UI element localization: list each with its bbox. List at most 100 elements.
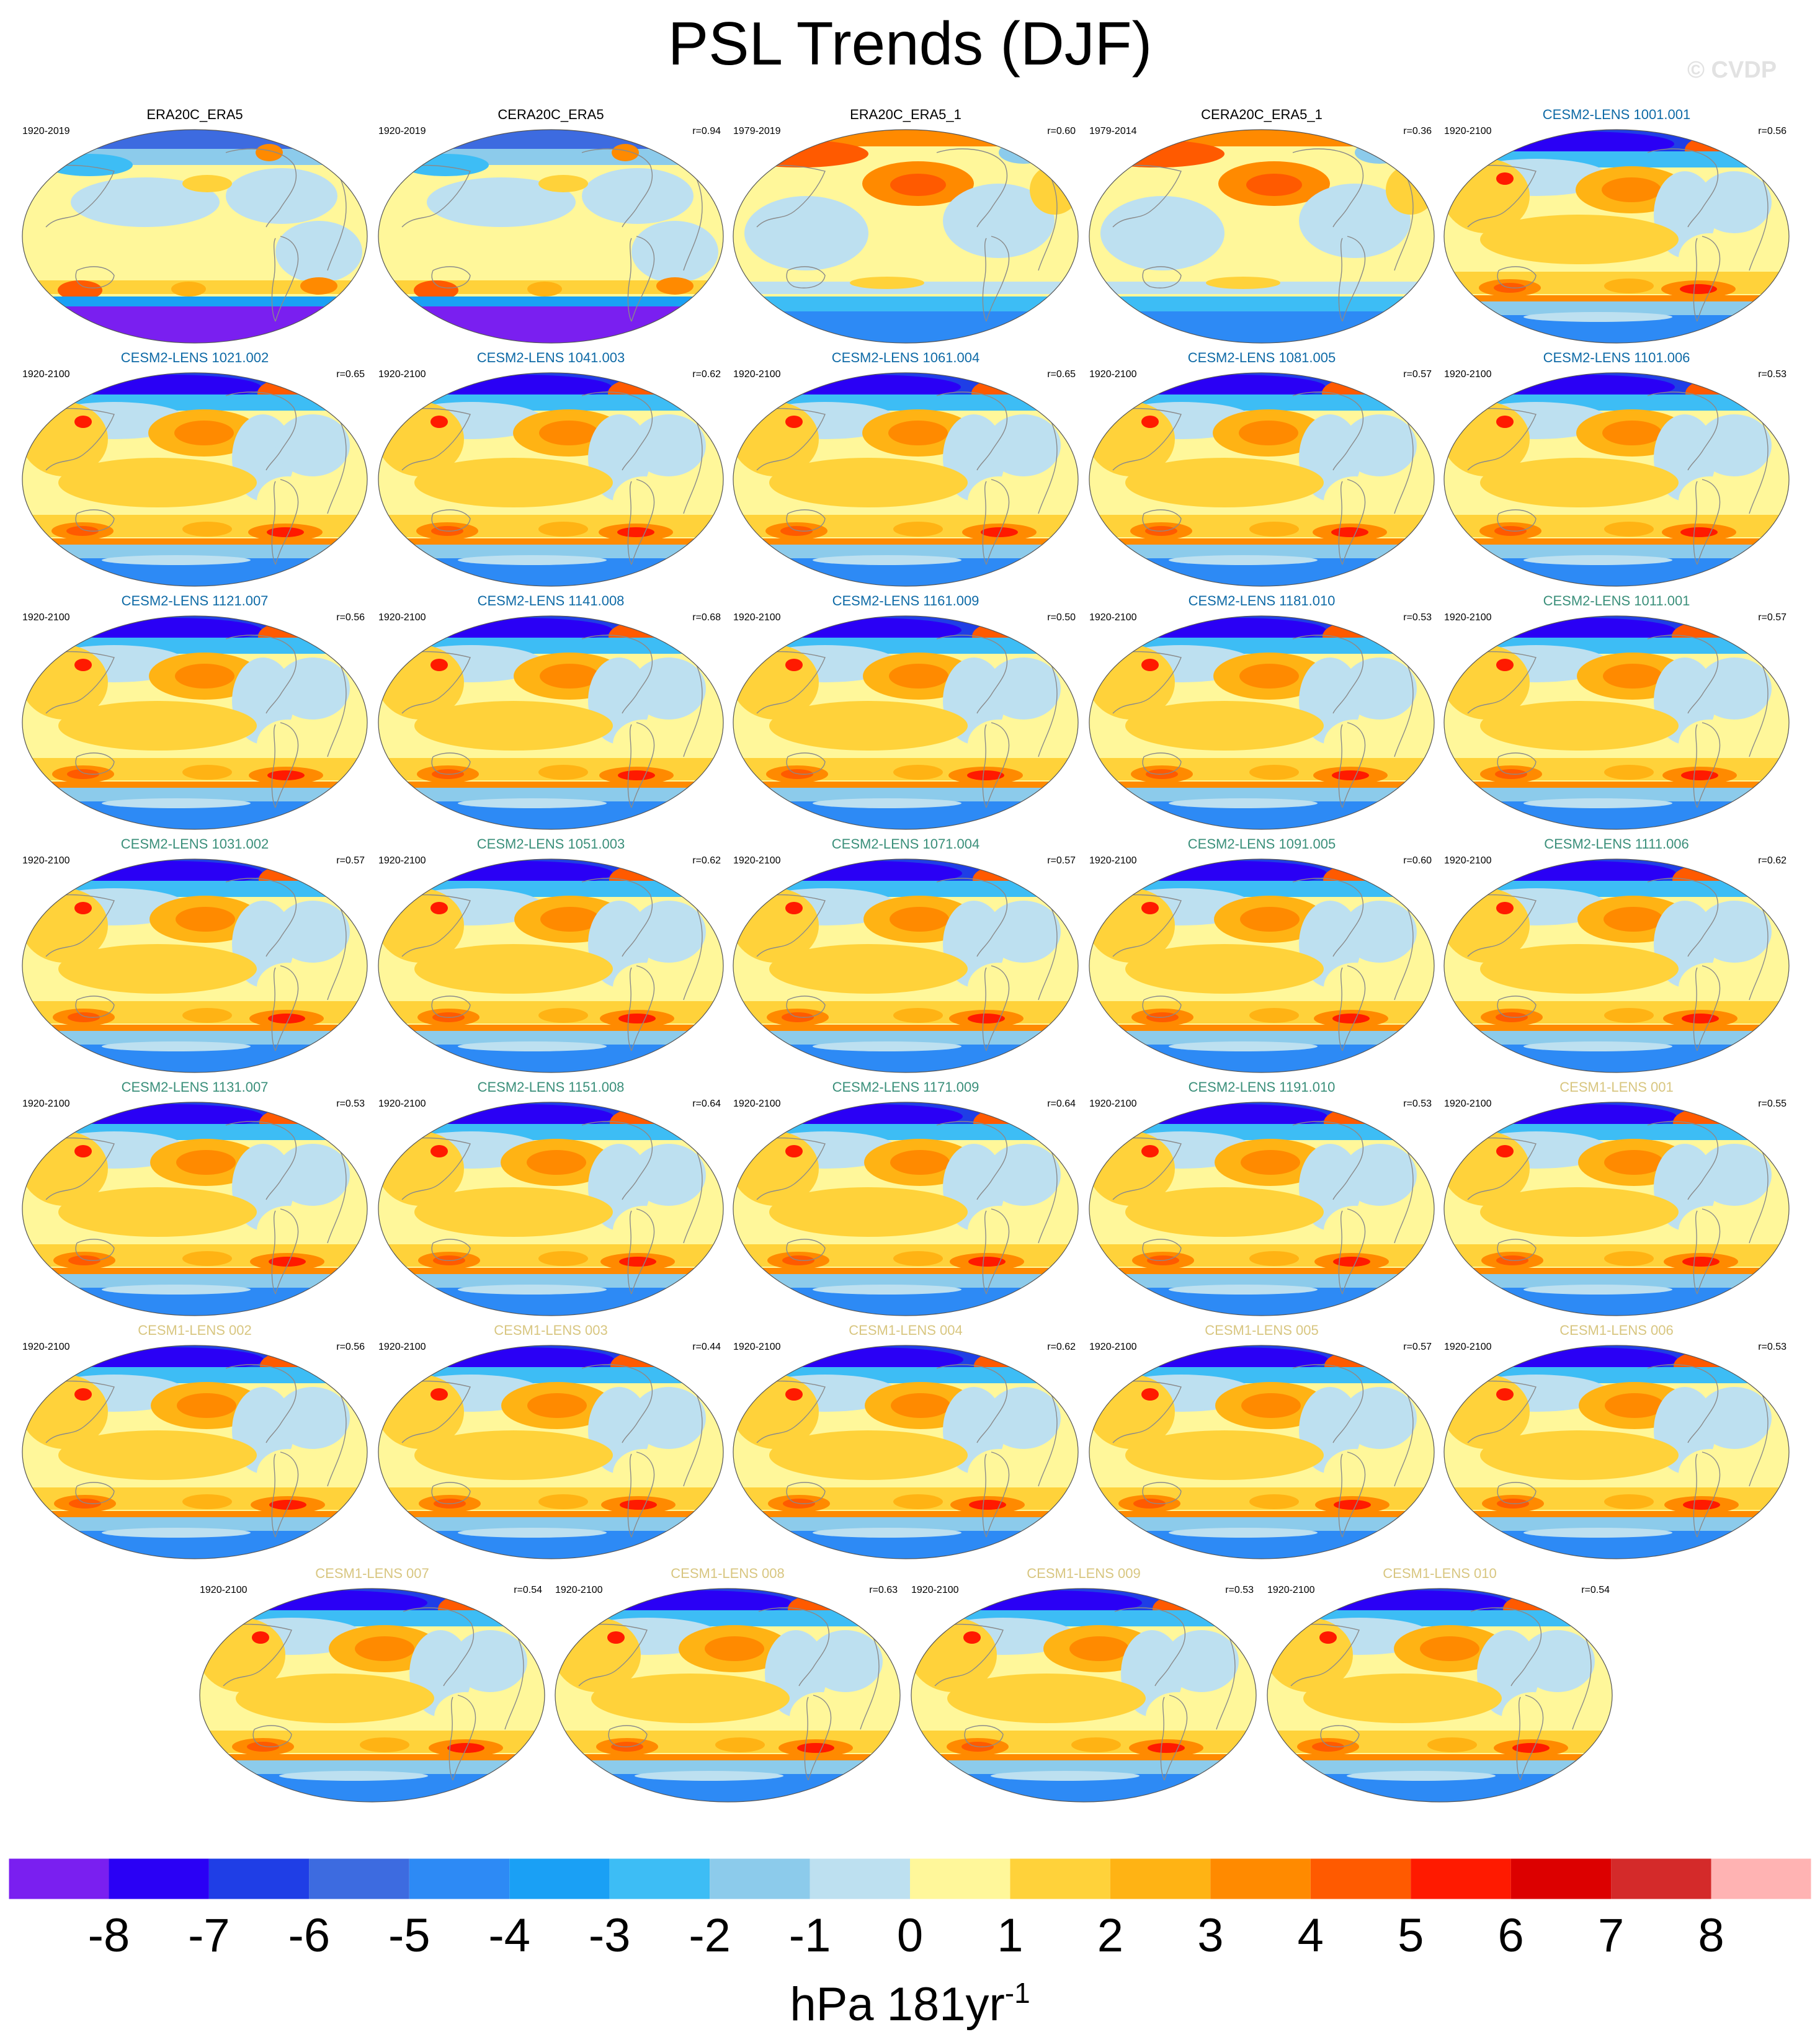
map-panel: CESM2-LENS 1181.010 1920-2100 r=0.53 [1088, 593, 1435, 834]
panel-title: CESM1-LENS 007 [315, 1566, 429, 1581]
map-panel: CESM2-LENS 1001.001 1920-2100 r=0.56 [1443, 107, 1790, 347]
colorbar-swatch [1310, 1858, 1411, 1899]
panel-period: 1920-2100 [378, 1099, 426, 1109]
colorbar-swatch [1210, 1858, 1311, 1899]
panel-pattern-correlation: r=0.65 [336, 369, 365, 380]
panel-pattern-correlation: r=0.62 [692, 369, 721, 380]
panel-period: 1920-2100 [733, 369, 781, 380]
trend-field [733, 859, 1078, 1072]
map-panel: CESM2-LENS 1021.002 1920-2100 r=0.65 [21, 350, 368, 591]
map-outline [22, 1345, 368, 1559]
colorbar-unit-label: hPa 181yr-1 [0, 1965, 1820, 2033]
map-panel: CESM1-LENS 010 1920-2100 r=0.54 [1266, 1566, 1613, 1806]
panel-pattern-correlation: r=0.56 [1758, 126, 1787, 136]
panel-pattern-correlation: r=0.57 [1758, 612, 1787, 623]
panel-period: 1920-2100 [733, 855, 781, 866]
panel-period: 1920-2100 [1089, 612, 1137, 623]
panel-period: 1920-2100 [1267, 1585, 1315, 1595]
trend-map [378, 129, 724, 344]
map-outline [22, 1102, 368, 1316]
map-panel: CESM2-LENS 1011.001 1920-2100 r=0.57 [1443, 593, 1790, 834]
panel-period: 1920-2100 [22, 855, 70, 866]
panel-pattern-correlation: r=0.94 [692, 126, 721, 136]
panel-title: CESM1-LENS 002 [138, 1322, 252, 1338]
trend-map [1089, 1345, 1435, 1559]
panel-title: CESM1-LENS 001 [1559, 1079, 1674, 1095]
panel-period: 1920-2019 [378, 126, 426, 136]
colorbar-tick-label: 3 [1197, 1909, 1223, 1962]
panel-period: 1920-2100 [911, 1585, 959, 1595]
trend-map [555, 1588, 901, 1803]
colorbar-swatch [109, 1858, 209, 1899]
trend-map [378, 615, 724, 830]
map-panel: CESM2-LENS 1031.002 1920-2100 r=0.57 [21, 836, 368, 1077]
colorbar-tick-label: -4 [488, 1909, 530, 1962]
map-panel: CESM2-LENS 1161.009 1920-2100 r=0.50 [732, 593, 1079, 834]
panel-pattern-correlation: r=0.36 [1403, 126, 1432, 136]
trend-map [1267, 1588, 1613, 1803]
colorbar-tick-label: 7 [1598, 1909, 1624, 1962]
trend-map [733, 1102, 1079, 1316]
trend-field [22, 1345, 367, 1559]
colorbar-swatch [309, 1858, 409, 1899]
map-outline [733, 858, 1079, 1073]
panel-title: ERA20C_ERA5 [146, 107, 243, 122]
panel-pattern-correlation: r=0.57 [1403, 369, 1432, 380]
panel-pattern-correlation: r=0.53 [1225, 1585, 1254, 1595]
trend-map [378, 858, 724, 1073]
trend-map [733, 129, 1079, 344]
map-panel: CESM2-LENS 1041.003 1920-2100 r=0.62 [377, 350, 725, 591]
colorbar-swatch [1711, 1858, 1811, 1899]
map-panel: CESM2-LENS 1051.003 1920-2100 r=0.62 [377, 836, 725, 1077]
colorbar-swatch [1010, 1858, 1110, 1899]
panel-title: CESM2-LENS 1111.006 [1544, 836, 1689, 852]
colorbar-swatch [710, 1858, 810, 1899]
map-outline [378, 129, 724, 344]
panel-pattern-correlation: r=0.56 [336, 1342, 365, 1352]
panel-title: CESM1-LENS 010 [1383, 1566, 1497, 1581]
colorbar-tick-label: -2 [689, 1909, 731, 1962]
panel-period: 1920-2100 [733, 612, 781, 623]
panel-pattern-correlation: r=0.64 [1047, 1099, 1076, 1109]
colorbar-swatch [208, 1858, 310, 1899]
panel-title: CESM2-LENS 1081.005 [1187, 350, 1336, 365]
map-panel: CESM2-LENS 1101.006 1920-2100 r=0.53 [1443, 350, 1790, 591]
colorbar: -8 -7 -6 -5 -4 -3 -2 -1 0 1 2 3 4 5 6 7 8 [9, 1858, 1811, 1962]
map-outline [1443, 615, 1790, 830]
colorbar-swatch [9, 1858, 109, 1899]
map-panel: CESM2-LENS 1171.009 1920-2100 r=0.64 [732, 1079, 1079, 1320]
trend-map [199, 1588, 545, 1803]
trend-map [22, 1102, 368, 1316]
map-outline [1089, 129, 1435, 344]
colorbar-unit-main: hPa 181yr [790, 1978, 1005, 2031]
panel-title: CESM2-LENS 1091.005 [1187, 836, 1336, 852]
colorbar-swatch [509, 1858, 610, 1899]
trend-map [911, 1588, 1257, 1803]
map-panel: CESM2-LENS 1111.006 1920-2100 r=0.62 [1443, 836, 1790, 1077]
map-outline [22, 129, 368, 344]
panel-pattern-correlation: r=0.60 [1403, 855, 1432, 866]
panel-period: 1920-2100 [1444, 369, 1492, 380]
map-outline [1443, 858, 1790, 1073]
panel-pattern-correlation: r=0.62 [1047, 1342, 1076, 1352]
panel-pattern-correlation: r=0.60 [1047, 126, 1076, 136]
trend-field [1089, 616, 1434, 829]
colorbar-tick-label: 4 [1298, 1909, 1324, 1962]
map-panel: CESM1-LENS 005 1920-2100 r=0.57 [1088, 1322, 1435, 1563]
colorbar-tick-label: 5 [1398, 1909, 1424, 1962]
trend-map [1089, 858, 1435, 1073]
trend-map [22, 129, 368, 344]
trend-map [1089, 372, 1435, 587]
map-outline [378, 615, 724, 830]
panel-pattern-correlation: r=0.63 [869, 1585, 898, 1595]
colorbar-tick-label: -7 [188, 1909, 230, 1962]
map-panel: CESM2-LENS 1191.010 1920-2100 r=0.53 [1088, 1079, 1435, 1320]
panel-pattern-correlation: r=0.68 [692, 612, 721, 623]
panel-period: 1920-2100 [733, 1099, 781, 1109]
panel-period: 1920-2100 [555, 1585, 603, 1595]
panel-title: CESM1-LENS 006 [1559, 1322, 1674, 1338]
panel-title: CESM2-LENS 1131.007 [121, 1079, 269, 1095]
colorbar-swatch [1110, 1858, 1211, 1899]
panel-title: CESM1-LENS 004 [849, 1322, 963, 1338]
panel-period: 1920-2100 [200, 1585, 248, 1595]
